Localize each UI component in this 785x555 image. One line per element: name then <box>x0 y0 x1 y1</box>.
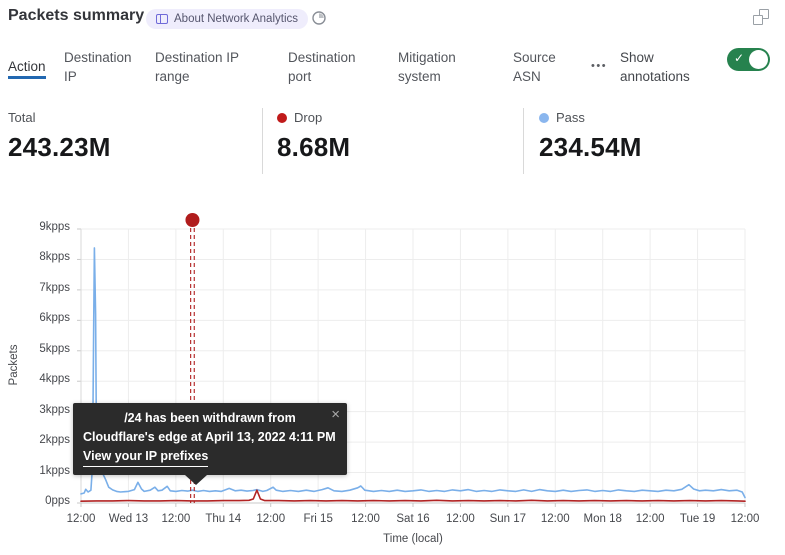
y-tick-label: 8kpps <box>39 251 70 264</box>
y-tick-label: 0pps <box>45 495 70 507</box>
x-tick-label: 12:00 <box>256 513 286 525</box>
tab-action[interactable]: Action <box>8 57 46 79</box>
stat-pass-value: 234.54M <box>539 132 642 162</box>
y-tick-label: 1kpps <box>39 464 70 477</box>
view-ip-prefixes-link[interactable]: View your IP prefixes <box>83 447 209 467</box>
y-tick-label: 6kpps <box>39 312 70 325</box>
y-tick-label: 7kpps <box>39 281 70 294</box>
x-axis-title: Time (local) <box>383 533 443 545</box>
y-tick-label: 4kpps <box>39 373 70 386</box>
stat-drop-value: 8.68M <box>277 132 351 162</box>
x-tick-label: Wed 13 <box>108 513 149 525</box>
y-tick-label: 2kpps <box>39 434 70 447</box>
chart-plot-area <box>77 213 746 507</box>
stat-drop: Drop 8.68M <box>277 110 350 163</box>
time-period-icon[interactable] <box>311 10 327 26</box>
x-tick-label: 12:00 <box>635 513 665 525</box>
stat-drop-label: Drop <box>294 110 323 125</box>
more-tabs-icon[interactable]: ••• <box>591 60 608 72</box>
tooltip-line2: Cloudflare's edge at April 13, 2022 4:11… <box>83 430 336 444</box>
stat-pass-label: Pass <box>556 110 585 125</box>
expand-window-icon[interactable] <box>753 9 769 25</box>
page-title: Packets summary <box>8 7 145 24</box>
show-annotations-toggle[interactable]: ✓ <box>727 48 770 71</box>
x-tick-label: Sat 16 <box>396 513 430 525</box>
x-tick-label: 12:00 <box>446 513 475 525</box>
expand-front-square <box>753 15 763 25</box>
x-tick-label: Sun 17 <box>489 513 527 525</box>
y-tick-label: 9kpps <box>39 221 70 233</box>
packets-chart: Packets 9kpps 8kpps 7kpps 6kpps 5kpps 4kpps 3k… <box>0 195 785 555</box>
close-icon[interactable]: × <box>331 406 340 423</box>
x-tick-label: Tue 19 <box>679 513 716 525</box>
stat-total-label: Total <box>8 110 36 125</box>
expand-back-square <box>759 9 769 19</box>
x-tick-label: 12:00 <box>351 513 380 525</box>
tab-destination-ip[interactable]: Destination IP <box>64 50 132 84</box>
annotation-tooltip: × /24 has been withdrawn from Cloudflare… <box>73 403 347 485</box>
x-tick-label: 12:00 <box>161 513 191 525</box>
stat-divider <box>262 108 263 174</box>
drop-legend-dot <box>277 112 287 123</box>
stat-total-value: 243.23M <box>8 132 111 162</box>
x-tick-label: Thu 14 <box>205 513 242 525</box>
tooltip-line1: /24 has been withdrawn from <box>124 411 296 425</box>
tab-destination-ip-range[interactable]: Destination IP range <box>155 50 240 84</box>
show-annotations-label: Show annotations <box>620 50 690 84</box>
tab-source-asn[interactable]: Source ASN <box>513 50 556 84</box>
about-badge-label: About Network Analytics <box>174 13 299 25</box>
check-icon: ✓ <box>734 51 745 65</box>
about-network-analytics-badge[interactable]: About Network Analytics <box>146 9 309 29</box>
x-tick-label: 12:00 <box>730 513 760 525</box>
x-tick-label: 12:00 <box>540 513 570 525</box>
book-icon <box>156 14 168 24</box>
stat-divider <box>523 108 524 174</box>
pass-line <box>80 247 746 499</box>
y-tick-label: 3kpps <box>39 403 70 416</box>
x-tick-label: Mon 18 <box>583 513 622 525</box>
stat-total: Total 243.23M <box>8 110 111 163</box>
x-tick-label: Fri 15 <box>303 513 333 525</box>
pass-legend-dot <box>539 112 549 123</box>
stat-pass: Pass 234.54M <box>539 110 642 163</box>
drop-line <box>80 489 746 503</box>
x-tick-label: 12:00 <box>66 513 96 525</box>
annotation-dot[interactable] <box>185 213 200 227</box>
tab-destination-port[interactable]: Destination port <box>288 50 356 84</box>
toggle-knob <box>749 50 768 69</box>
y-tick-label: 5kpps <box>39 342 70 355</box>
tooltip-pointer <box>185 475 207 485</box>
tab-mitigation-system[interactable]: Mitigation system <box>398 50 456 84</box>
